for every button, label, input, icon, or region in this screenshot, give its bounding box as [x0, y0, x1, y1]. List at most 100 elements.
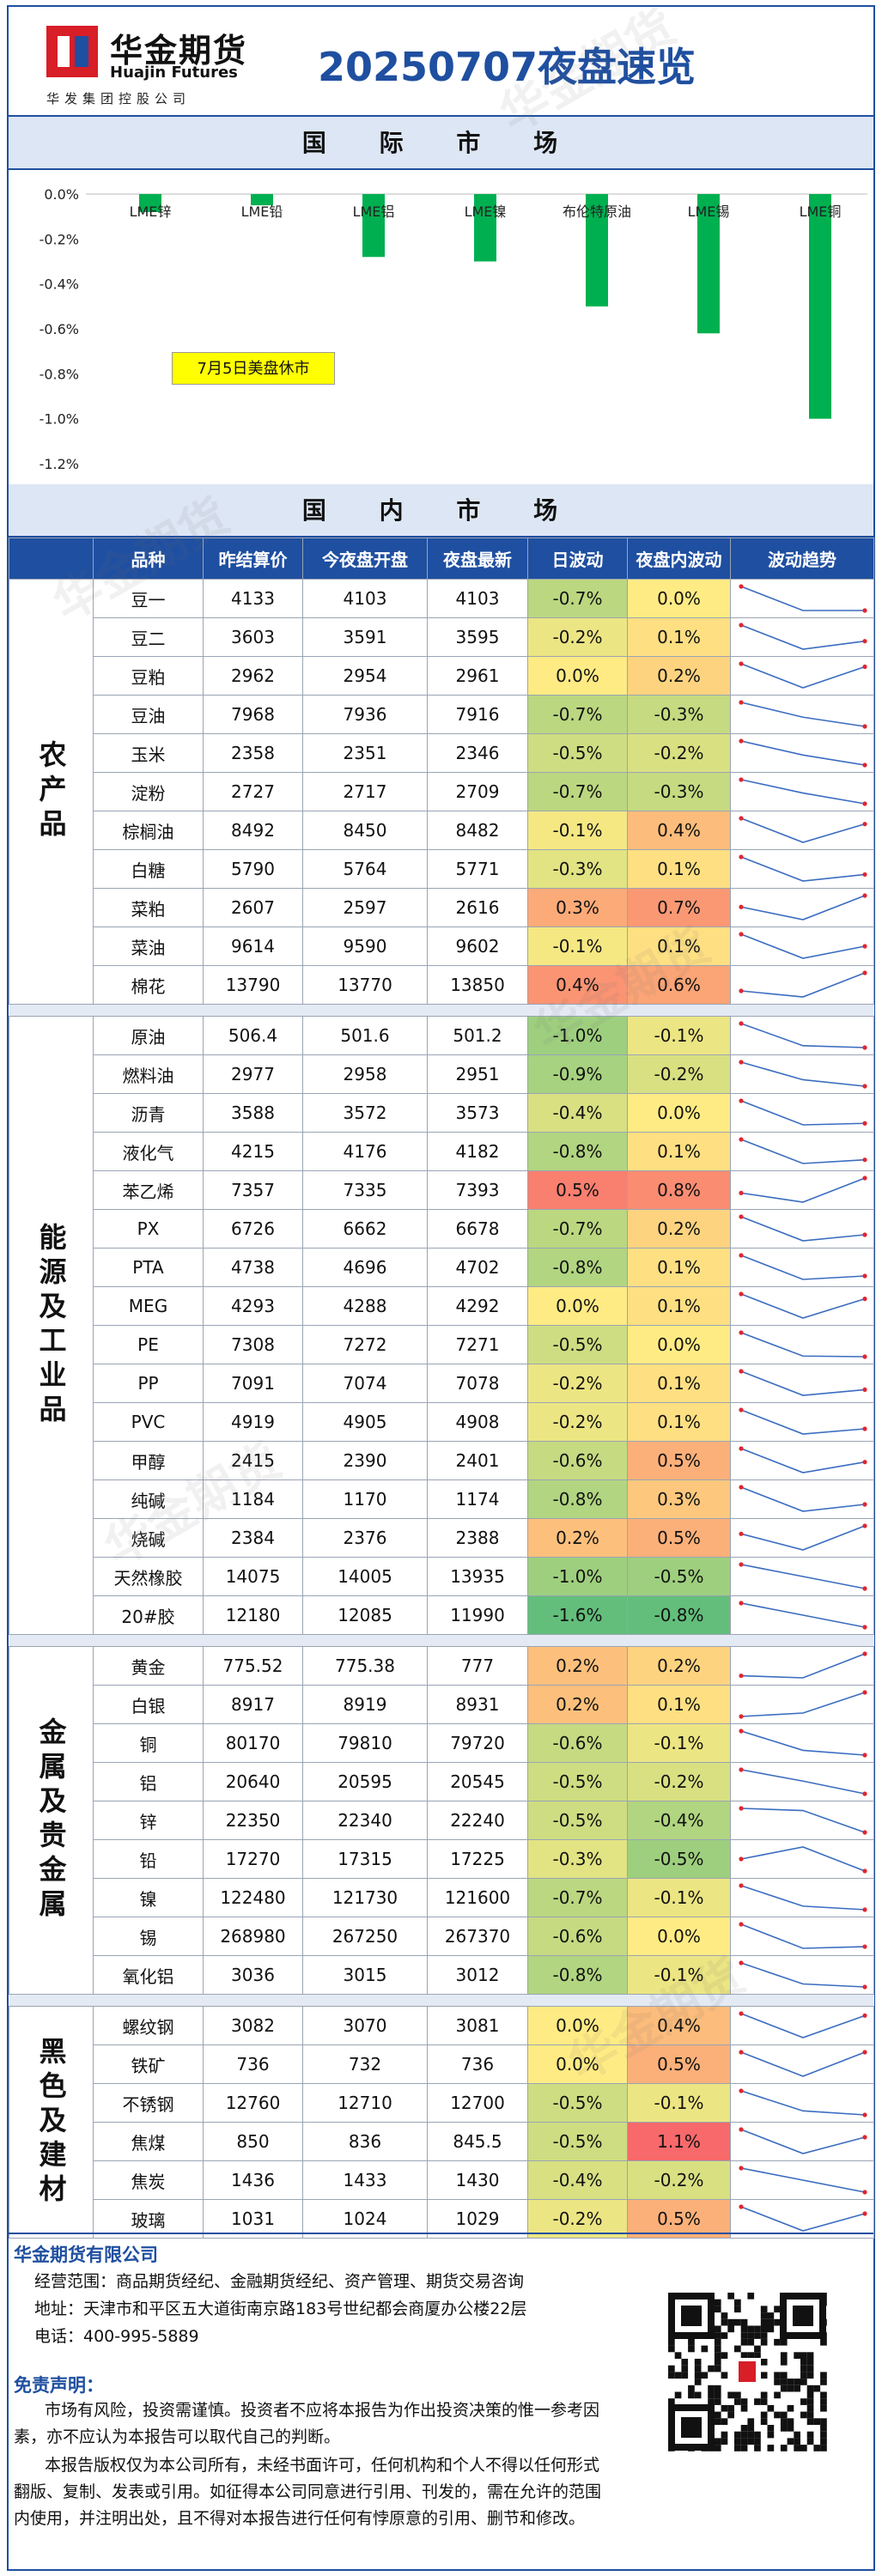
- spark-end-dot: [862, 2135, 867, 2140]
- daily-change: -0.6%: [527, 1441, 628, 1480]
- prev-settle: 1184: [203, 1479, 303, 1519]
- spark-end-dot: [862, 1868, 867, 1874]
- night-latest: 736: [427, 2044, 528, 2084]
- table-row: 焦煤 850 836 845.5 -0.5% 1.1%: [9, 2122, 874, 2161]
- spark-end-dot: [862, 1354, 867, 1359]
- sparkline: [740, 972, 866, 998]
- night-change: -0.3%: [627, 695, 731, 734]
- sparkline-svg: [739, 661, 867, 689]
- sparkline-svg: [739, 1098, 867, 1126]
- bar-LME铅: [251, 194, 273, 206]
- spark-end-dot: [862, 724, 867, 729]
- trend-sparkline: [730, 2044, 874, 2084]
- variety-name: 原油: [93, 1016, 204, 1055]
- sparkline: [740, 1139, 866, 1164]
- sparkline: [740, 663, 866, 689]
- night-latest: 22240: [427, 1801, 528, 1840]
- variety-name: 焦炭: [93, 2160, 204, 2200]
- sparkline: [740, 1332, 866, 1358]
- variety-name: 玻璃: [93, 2199, 204, 2239]
- spark-end-dot: [862, 1523, 867, 1528]
- sparkline-svg: [739, 1562, 867, 1591]
- spark-start-dot: [739, 932, 744, 937]
- trend-sparkline: [730, 1054, 874, 1094]
- bar-LME镍: [474, 194, 496, 262]
- spark-start-dot: [739, 1806, 744, 1811]
- night-change: 0.4%: [627, 2006, 731, 2045]
- footer-phone: 电话：400-995-5889: [34, 2327, 199, 2346]
- variety-name: PE: [93, 1325, 204, 1364]
- night-open: 836: [302, 2122, 428, 2161]
- sparkline-svg: [739, 623, 867, 650]
- group-separator: [9, 1634, 874, 1647]
- spark-end-dot: [862, 1460, 867, 1465]
- y-tick-label: -0.6%: [40, 321, 79, 337]
- sparkline-svg: [739, 1601, 867, 1630]
- table-row: 不锈钢 12760 12710 12700 -0.5% -0.1%: [9, 2083, 874, 2123]
- daily-change: -0.5%: [527, 733, 628, 773]
- x-tick-label: 布伦特原油: [563, 204, 631, 220]
- night-change: 0.5%: [627, 2044, 731, 2084]
- night-latest: 2951: [427, 1054, 528, 1094]
- night-change: 0.1%: [627, 1286, 731, 1326]
- variety-name: PX: [93, 1209, 204, 1249]
- night-open: 732: [302, 2044, 428, 2084]
- trend-sparkline: [730, 2160, 874, 2200]
- sparkline-svg: [739, 1214, 867, 1242]
- x-tick-label: LME铅: [241, 204, 283, 220]
- sparkline-svg: [739, 1330, 867, 1359]
- night-change: 0.0%: [627, 579, 731, 618]
- variety-name: 铅: [93, 1839, 204, 1879]
- sparkline-svg: [739, 1846, 867, 1874]
- night-latest: 17225: [427, 1839, 528, 1879]
- spark-start-dot: [739, 904, 744, 909]
- night-latest: 4908: [427, 1402, 528, 1442]
- spark-start-dot: [739, 1883, 744, 1888]
- night-change: -0.3%: [627, 772, 731, 811]
- variety-name: 镍: [93, 1878, 204, 1917]
- prev-settle: 122480: [203, 1878, 303, 1917]
- variety-name: 纯碱: [93, 1479, 204, 1519]
- disclaimer-para-1: 市场有风险，投资需谨慎。投资者不应将本报告为作出投资决策的惟一参考因素，亦不应认…: [14, 2401, 600, 2446]
- night-latest: 7916: [427, 695, 528, 734]
- spark-end-dot: [862, 822, 867, 827]
- prev-settle: 20640: [203, 1762, 303, 1801]
- daily-change: 0.2%: [527, 1518, 628, 1558]
- prev-settle: 4738: [203, 1248, 303, 1287]
- night-latest: 1029: [427, 2199, 528, 2239]
- footer-company: 华金期货有限公司: [14, 2245, 158, 2265]
- night-latest: 1174: [427, 1479, 528, 1519]
- table-row: 铝 20640 20595 20545 -0.5% -0.2%: [9, 1762, 874, 1801]
- night-open: 3591: [302, 617, 428, 657]
- spark-end-dot: [862, 1426, 867, 1431]
- table-row: 铜 80170 79810 79720 -0.6% -0.1%: [9, 1723, 874, 1763]
- trend-sparkline: [730, 579, 874, 618]
- night-open: 267250: [302, 1917, 428, 1956]
- spark-end-dot: [862, 1176, 867, 1181]
- table-row: 淀粉 2727 2717 2709 -0.7% -0.3%: [9, 772, 874, 811]
- sparkline: [740, 1061, 866, 1087]
- night-latest: 4103: [427, 579, 528, 618]
- table-row: 棉花 13790 13770 13850 0.4% 0.6%: [9, 965, 874, 1005]
- spark-end-dot: [862, 1273, 867, 1279]
- y-tick-label: 0.0%: [44, 186, 79, 203]
- variety-name: 燃料油: [93, 1054, 204, 1094]
- night-change: 0.1%: [627, 1132, 731, 1171]
- sparkline: [740, 856, 866, 882]
- table-row: PX 6726 6662 6678 -0.7% 0.2%: [9, 1209, 874, 1249]
- sparkline: [740, 1769, 866, 1795]
- prev-settle: 22350: [203, 1801, 303, 1840]
- trend-sparkline: [730, 1441, 874, 1480]
- sparkline-svg: [739, 854, 867, 882]
- night-open: 501.6: [302, 1016, 428, 1055]
- spark-start-dot: [739, 2127, 744, 2132]
- night-open: 14005: [302, 1557, 428, 1596]
- variety-name: 棉花: [93, 965, 204, 1005]
- sparkline: [740, 1486, 866, 1512]
- night-change: 0.1%: [627, 1248, 731, 1287]
- variety-name: 淀粉: [93, 772, 204, 811]
- sparkline: [740, 2129, 866, 2154]
- night-open: 4696: [302, 1248, 428, 1287]
- sparkline: [740, 1255, 866, 1280]
- night-latest: 20545: [427, 1762, 528, 1801]
